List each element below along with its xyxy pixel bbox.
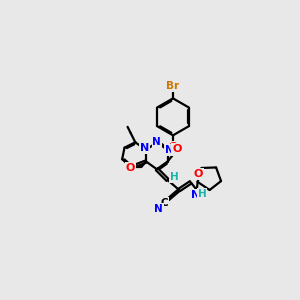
Text: N: N (140, 143, 149, 153)
Text: O: O (168, 142, 178, 152)
Text: H: H (170, 172, 179, 182)
Text: O: O (172, 144, 182, 154)
Text: H: H (198, 189, 207, 199)
Text: C: C (161, 198, 168, 208)
Text: N: N (152, 137, 161, 147)
Text: O: O (126, 163, 135, 173)
Text: N: N (191, 190, 200, 200)
Text: Br: Br (167, 81, 180, 91)
Text: N: N (154, 204, 163, 214)
Text: N: N (165, 145, 173, 155)
Text: O: O (194, 169, 203, 179)
